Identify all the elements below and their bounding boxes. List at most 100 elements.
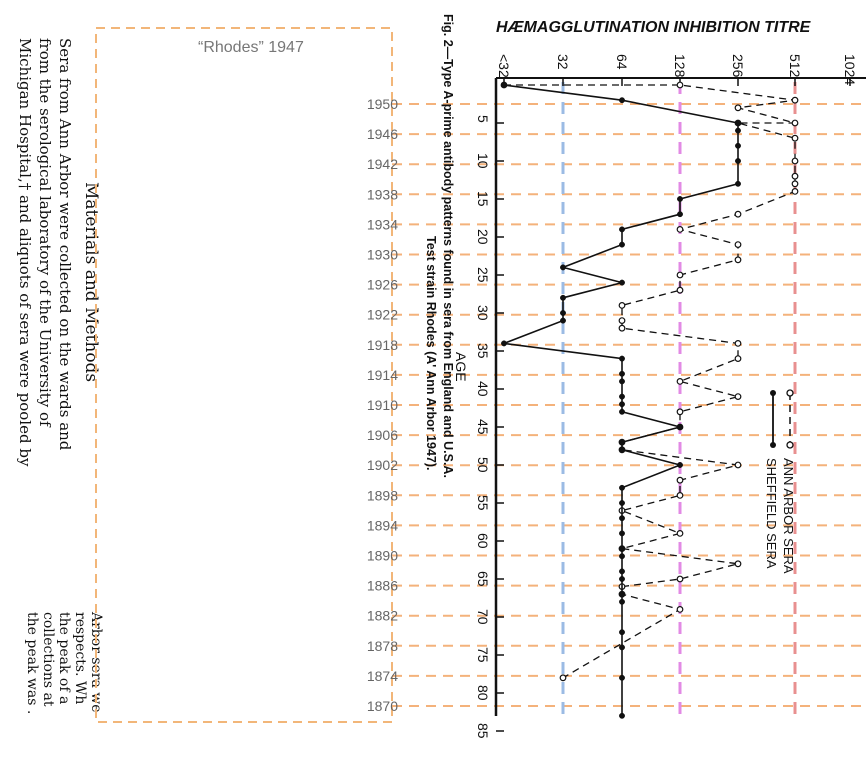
data-point-sheffield <box>560 317 566 324</box>
data-point-ann-arbor <box>734 355 742 363</box>
data-point-sheffield <box>619 553 625 560</box>
age-tick-label: 5 <box>475 115 491 123</box>
data-point-sheffield <box>735 127 741 134</box>
birth-year-label: 1950 <box>367 96 398 112</box>
age-tick-label: 65 <box>475 571 491 587</box>
legend-sheffield-marker <box>770 442 776 448</box>
data-point-sheffield <box>560 294 566 301</box>
data-point-sheffield <box>619 629 625 636</box>
titre-tick-label: <32 <box>496 54 512 78</box>
data-point-sheffield <box>619 378 625 385</box>
data-point-sheffield <box>677 211 683 218</box>
age-tick-label: 20 <box>475 229 491 245</box>
birth-year-gridlines: 1950 1946 1942 1938 1934 1930 1926 1922 1918 1914… <box>367 96 866 714</box>
data-point-ann-arbor <box>791 180 799 188</box>
birth-year-label: 1930 <box>367 247 398 263</box>
body-text-fragment: the peak of a <box>56 612 72 704</box>
titre-tick-label: 32 <box>555 54 571 70</box>
data-point-ann-arbor <box>676 575 684 583</box>
birth-year-label: 1914 <box>367 367 398 383</box>
page-background-text: Materials and Methods Sera from Ann Arbor… <box>16 27 393 723</box>
data-point-sheffield <box>619 484 625 491</box>
section-heading: Materials and Methods <box>81 182 101 382</box>
body-text-line: from the serological laboratory of the U… <box>36 38 54 428</box>
data-point-sheffield <box>619 446 625 453</box>
data-point-sheffield <box>677 462 683 468</box>
plot-frame <box>494 77 866 732</box>
data-point-sheffield <box>560 264 566 271</box>
data-point-sheffield <box>619 530 625 537</box>
series-line-sheffield <box>503 84 739 716</box>
data-point-sheffield <box>619 598 625 605</box>
figure-caption: Fig. 2—Type A-prime antibody patterns fo… <box>441 14 455 478</box>
age-tick-label: 45 <box>475 419 491 435</box>
birth-year-label: 1898 <box>367 487 398 503</box>
data-point-sheffield <box>619 393 625 400</box>
birth-year-label: 1886 <box>367 578 398 594</box>
birth-year-label: 1870 <box>367 698 398 714</box>
birth-year-label: 1926 <box>367 277 398 293</box>
data-point-ann-arbor <box>734 461 742 469</box>
legend-ann-arbor-marker <box>786 441 794 449</box>
data-point-sheffield <box>619 226 625 233</box>
data-point-sheffield <box>501 82 507 88</box>
body-text-fragment: Arbor sera we <box>88 611 104 713</box>
titre-tick-label: 512 <box>787 54 803 78</box>
titre-reference-lines <box>561 82 797 716</box>
data-point-ann-arbor <box>559 674 567 682</box>
data-point-sheffield <box>619 568 625 575</box>
birth-year-label: 1918 <box>367 337 398 353</box>
data-point-ann-arbor <box>791 172 799 180</box>
legend-label-ann-arbor: ANN ARBOR SERA <box>781 458 796 574</box>
data-point-ann-arbor <box>734 340 742 347</box>
age-tick-label: 10 <box>475 153 491 169</box>
data-point-ann-arbor <box>734 104 742 112</box>
data-point-sheffield <box>619 644 625 651</box>
age-tick-label: 80 <box>475 685 491 701</box>
data-point-ann-arbor <box>734 560 742 568</box>
data-point-sheffield <box>735 180 741 187</box>
age-tick-label: 35 <box>475 343 491 359</box>
birth-year-label: 1942 <box>367 156 398 172</box>
data-point-sheffield <box>619 370 625 377</box>
legend-sheffield-marker <box>770 390 776 396</box>
age-tick-label: 15 <box>475 191 491 207</box>
birth-year-label: 1934 <box>367 216 398 232</box>
age-tick-label: 75 <box>475 647 491 663</box>
age-tick-label: 60 <box>475 533 491 549</box>
data-point-sheffield <box>560 310 566 316</box>
data-point-ann-arbor <box>676 225 684 233</box>
data-point-ann-arbor <box>791 187 799 195</box>
titre-tick-label: 256 <box>730 54 746 78</box>
titre-tick-label: 128 <box>672 54 688 78</box>
age-tick-label: 30 <box>475 305 491 321</box>
data-point-ann-arbor <box>676 408 684 416</box>
data-point-sheffield <box>619 576 625 582</box>
data-point-sheffield <box>619 355 625 362</box>
data-point-ann-arbor <box>791 157 799 165</box>
birth-year-label: 1946 <box>367 126 398 142</box>
data-point-sheffield <box>619 500 625 506</box>
age-tick-label: 25 <box>475 267 491 283</box>
captions: HÆMAGGLUTINATION INHIBITION TITRE AGEFig.… <box>424 14 812 478</box>
data-point-ann-arbor <box>676 81 684 89</box>
data-point-ann-arbor <box>618 324 626 332</box>
age-tick-label: 40 <box>475 381 491 397</box>
age-tick-label: 50 <box>475 457 491 473</box>
birth-year-label: 1906 <box>367 427 398 443</box>
data-point-sheffield <box>735 142 741 149</box>
overlay-box <box>95 27 393 723</box>
age-tick-label: 85 <box>475 723 491 739</box>
tick-labels: 5 10 15 20 25 30 35 40 45 50 55 60 65 70 75 80 85 <32 32 64… <box>475 54 858 739</box>
birth-year-label: 1894 <box>367 517 398 533</box>
data-point-sheffield <box>619 97 625 104</box>
data-point-sheffield <box>619 401 625 408</box>
data-point-ann-arbor <box>618 302 626 309</box>
data-point-sheffield <box>735 120 741 126</box>
birth-year-label: 1874 <box>367 668 398 684</box>
data-point-sheffield <box>619 279 625 286</box>
body-text-fragment: collections at <box>40 612 56 707</box>
data-point-ann-arbor <box>676 530 684 537</box>
data-point-ann-arbor <box>791 134 799 142</box>
